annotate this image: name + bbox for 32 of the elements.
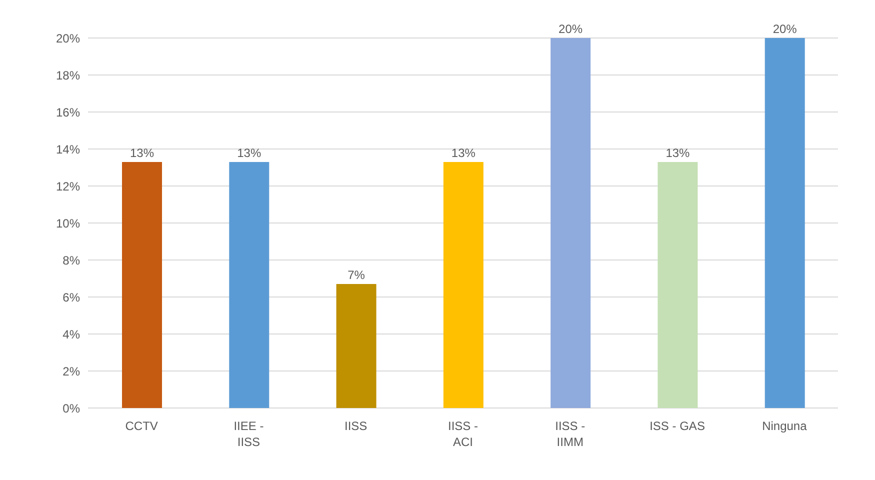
data-label: 13%	[451, 146, 476, 160]
y-tick-label: 12%	[56, 179, 80, 194]
y-tick-label: 4%	[62, 327, 80, 342]
y-tick-label: 20%	[56, 31, 80, 46]
y-tick-label: 8%	[62, 253, 80, 268]
data-label: 13%	[237, 146, 262, 160]
bar	[443, 162, 484, 408]
y-tick-label: 0%	[62, 401, 80, 416]
bar	[658, 162, 698, 408]
bar	[336, 284, 376, 408]
bar	[764, 38, 805, 408]
y-tick-label: 10%	[56, 216, 80, 230]
y-tick-label: 18%	[56, 68, 80, 82]
bar	[122, 162, 162, 408]
bar	[550, 38, 591, 408]
data-label: 20%	[772, 22, 798, 36]
x-tick-label: ISS - GAS	[650, 419, 705, 433]
x-tick-label: CCTV	[125, 419, 158, 433]
data-label: 20%	[558, 22, 583, 36]
x-tick-label: IISS	[344, 419, 368, 433]
y-tick-label: 2%	[62, 364, 80, 378]
y-tick-label: 14%	[56, 142, 80, 156]
x-tick-label: IIEE - IISS	[234, 419, 264, 449]
x-tick-label: Ninguna	[762, 419, 808, 433]
x-tick-label: IISS - IIMM	[555, 419, 586, 449]
data-label: 13%	[130, 146, 154, 160]
x-tick-label: IISS - ACI	[448, 419, 478, 449]
data-label: 7%	[348, 268, 366, 282]
y-tick-label: 6%	[62, 290, 80, 304]
data-label: 13%	[666, 146, 690, 160]
bar	[229, 162, 270, 408]
y-tick-label: 16%	[56, 105, 80, 120]
